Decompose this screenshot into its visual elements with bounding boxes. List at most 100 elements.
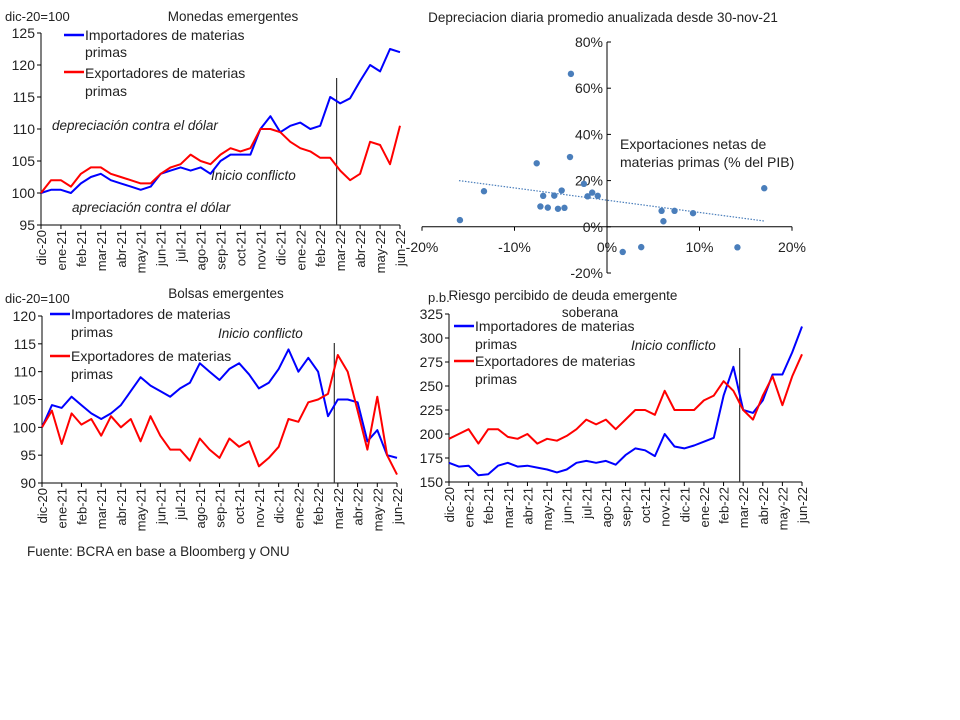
x-tick-label: mar-21 [94, 488, 109, 529]
x-tick-label: jul-21 [579, 487, 594, 520]
x-tick-label: ene-22 [697, 487, 712, 527]
y-tick-label: 100 [13, 419, 37, 435]
x-tick-label: may-22 [370, 488, 385, 531]
scatter-point [566, 153, 574, 161]
x-tick-label: may-22 [373, 230, 388, 273]
series-line-exportadores [41, 354, 398, 476]
x-tick-label: ene-21 [462, 487, 477, 527]
y-tick-label: 105 [13, 392, 37, 408]
scatter-point [567, 70, 575, 78]
annotation-apreciacion: apreciación contra el dólar [72, 200, 231, 215]
legend-label: primas [85, 44, 127, 60]
x-tick-label: may-21 [540, 487, 555, 530]
x-tick-label: oct-21 [638, 487, 653, 523]
legend-label: primas [475, 336, 517, 352]
y-tick-label: 150 [420, 474, 444, 490]
y-tick-label: 125 [12, 25, 36, 41]
x-tick-label: oct-21 [233, 230, 248, 266]
x-tick-label: jul-21 [174, 230, 189, 263]
series-line-importadores [40, 48, 401, 194]
scatter-point [658, 207, 665, 215]
y-tick-label: 115 [14, 336, 37, 352]
x-tick-label: jun-21 [154, 230, 169, 267]
scatter-point [537, 203, 544, 210]
x-tick-label: jun-22 [393, 230, 408, 267]
trendline [458, 180, 765, 222]
scatter-point [689, 209, 697, 217]
scatter-point [584, 193, 591, 200]
y-tick-label: 300 [420, 330, 444, 346]
y-tick-label: 110 [13, 121, 36, 137]
scatter-point [480, 188, 488, 195]
scatter-point [551, 192, 558, 199]
plot-monedas: 95 100 105 110 115 120 125 dic-20 ene-21 feb-21 ma… [12, 25, 408, 273]
x-tick-label: ene-22 [293, 230, 308, 270]
x-tick-label: nov-21 [253, 230, 268, 270]
y-tick-label: 0% [583, 219, 603, 235]
scatter-point [533, 160, 540, 167]
chart-title: soberana [562, 305, 619, 320]
chart-title: Depreciacion diaria promedio anualizada … [428, 10, 778, 25]
x-tick-label: dic-21 [272, 488, 287, 523]
legend-label: Exportadores de materias [85, 65, 245, 81]
scatter-point [619, 248, 626, 256]
x-tick-label: may-21 [134, 488, 149, 531]
x-tick-label: may-22 [775, 487, 790, 530]
plot-riesgo: 150 175 200 225 250 275 300 325 dic-20 ene-21 feb-… [420, 306, 810, 530]
x-tick-label: jun-22 [390, 488, 405, 525]
y-tick-label: 60% [575, 80, 603, 96]
x-tick-label: sep-21 [213, 488, 228, 528]
y-tick-label: 105 [12, 153, 36, 169]
x-tick-label: abr-22 [351, 488, 366, 526]
chart-depreciacion: Depreciacion diaria promedio anualizada … [428, 10, 794, 170]
ylabel: p.b. [428, 290, 450, 305]
plot-bolsas: 90 95 100 105 110 115 120 dic-20 ene-21 feb-21 mar… [13, 308, 405, 531]
y-tick-label: 200 [420, 426, 444, 442]
x-tick-label: dic-20 [442, 487, 457, 522]
series-line-importadores [41, 348, 398, 459]
x-tick-label: abr-21 [114, 230, 129, 268]
scatter-point [561, 204, 568, 212]
x-tick-label: 0% [597, 239, 617, 255]
x-tick-label: sep-21 [214, 230, 229, 270]
plot-depreciacion: -20% 0% 20% 40% 60% 80% -20% -10% 0% 10% 20% [406, 34, 806, 281]
x-tick-label: nov-21 [252, 488, 267, 528]
chart-monedas: dic-20=100 Monedas emergentes Importador… [5, 9, 299, 215]
x-tick-label: ene-21 [55, 488, 70, 528]
x-tick-label: feb-22 [311, 488, 326, 525]
legend-label: Exportadores de materias [71, 348, 231, 364]
series-line-exportadores [448, 353, 803, 445]
x-tick-label: abr-21 [520, 487, 535, 525]
event-label: Inicio conflicto [211, 168, 296, 183]
scatter-point [734, 244, 741, 251]
scatter-point [671, 207, 678, 215]
x-tick-label: ene-22 [291, 488, 306, 528]
x-tick-label: feb-21 [481, 487, 496, 524]
x-tick-label: mar-22 [331, 488, 346, 529]
event-label: Inicio conflicto [631, 338, 716, 353]
legend-label: Importadores de materias [85, 27, 245, 43]
legend-label: Exportadores de materias [475, 353, 635, 369]
x-tick-label: mar-22 [333, 230, 348, 271]
scatter-point [660, 218, 667, 225]
scatter-point [544, 204, 551, 211]
y-tick-label: 275 [420, 354, 444, 370]
x-tick-label: -20% [406, 239, 439, 255]
x-tick-label: ene-21 [54, 230, 69, 270]
y-tick-label: 100 [12, 185, 36, 201]
event-label: Inicio conflicto [218, 326, 303, 341]
scatter-point [558, 187, 565, 194]
x-tick-label: abr-22 [353, 230, 368, 268]
chart-title: Bolsas emergentes [168, 286, 284, 301]
chart-bolsas: dic-20=100 Bolsas emergentes Importadore… [5, 286, 303, 559]
y-tick-label: 115 [13, 89, 36, 105]
x-tick-label: jun-21 [153, 488, 168, 525]
scatter-point [580, 180, 588, 188]
x-tick-label: jul-21 [173, 488, 188, 521]
x-tick-label: jun-22 [795, 487, 810, 524]
x-axis-label: materias primas (% del PIB) [620, 154, 794, 170]
x-tick-label: abr-21 [114, 488, 129, 526]
x-tick-label: dic-20 [35, 488, 50, 523]
series-line-exportadores [40, 125, 401, 194]
y-tick-label: 95 [20, 447, 36, 463]
